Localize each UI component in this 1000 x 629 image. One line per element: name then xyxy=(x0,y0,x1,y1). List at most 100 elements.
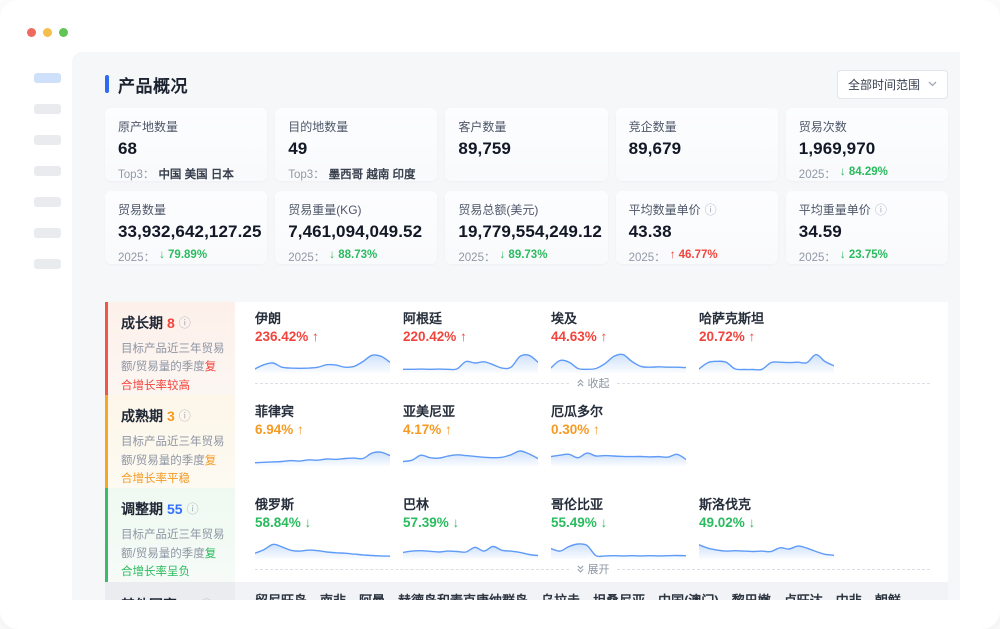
stage-description: 目标产品近三年贸易额/贸易量的季度复合增长率较高 xyxy=(121,343,225,392)
stat-card-label: 原产地数量 xyxy=(118,120,179,134)
yoy-value: ↓ 23.75% xyxy=(839,249,888,261)
stat-card-value: 43.38 xyxy=(628,222,672,241)
stat-card-value: 89,759 xyxy=(458,139,511,158)
sidebar-item[interactable] xyxy=(34,104,61,114)
country-growth-pct: 57.39% ↓ xyxy=(403,515,460,531)
stat-card-value: 19,779,554,249.12 xyxy=(458,222,602,241)
stat-card-value: 49 xyxy=(288,139,308,158)
lifecycle-row: 调整期 55 ⓘ 目标产品近三年贸易额/贸易量的季度复合增长率呈负 俄罗斯 58… xyxy=(105,488,948,582)
expand-icon xyxy=(576,565,584,574)
close-window-icon[interactable] xyxy=(27,28,36,37)
time-range-label: 全部时间范围 xyxy=(847,77,920,92)
country-name: 亚美尼亚 xyxy=(403,404,456,420)
yoy-year: 2025： xyxy=(798,252,836,264)
country-trend-card: 哥伦比亚 55.49% ↓ xyxy=(551,496,686,560)
country-name: 中非 xyxy=(836,591,862,600)
stage-content: 伊朗 236.42% ↑ 阿根廷 220.42% ↑ 埃及 44.63% ↑ xyxy=(235,302,948,396)
stage-name: 成熟期 xyxy=(121,408,163,425)
country-name: 乌拉圭 xyxy=(541,591,580,600)
country-grid: 俄罗斯 58.84% ↓ 巴林 57.39% ↓ 哥伦比亚 55.49% ↓ xyxy=(255,496,930,560)
country-name: 赫德岛和麦克唐纳群岛 xyxy=(398,591,528,600)
stat-card: 贸易重量(KG) 7,461,094,049.52 2025： ↓ 88.73% xyxy=(275,191,438,264)
stat-card: 平均重量单价 ⓘ 34.59 2025： ↓ 23.75% xyxy=(785,191,948,264)
stat-card-label: 贸易重量(KG) xyxy=(288,203,362,217)
info-icon[interactable]: ⓘ xyxy=(201,599,213,600)
other-countries-row: 其他国家 16 ⓘ 留尼旺岛 南非 阿曼 赫德岛和麦克唐纳群岛 乌拉圭 坦桑尼亚 中国(澳门… xyxy=(105,581,948,600)
trend-sparkline xyxy=(403,546,538,560)
country-trend-card: 阿根廷 220.42% ↑ xyxy=(403,310,538,373)
stage-description: 目标产品近三年贸易额/贸易量的季度复合增长率呈负 xyxy=(121,529,225,579)
country-trend-card: 斯洛伐克 49.02% ↓ xyxy=(699,496,834,560)
country-trend-card: 菲律宾 6.94% ↑ xyxy=(255,403,390,467)
collapse-toggle[interactable]: 收起 xyxy=(576,375,610,391)
stat-card-value: 89,679 xyxy=(628,139,682,158)
sidebar-item-active[interactable] xyxy=(34,73,61,83)
country-name: 阿曼 xyxy=(359,591,385,600)
info-icon[interactable]: ⓘ xyxy=(186,502,199,517)
stat-card-label: 平均数量单价 xyxy=(628,203,701,217)
stage-count: 16 xyxy=(181,597,197,600)
country-trend-card: 厄瓜多尔 0.30% ↑ xyxy=(551,403,686,467)
country-growth-pct: 4.17% ↑ xyxy=(403,422,452,438)
other-countries-list: 留尼旺岛 南非 阿曼 赫德岛和麦克唐纳群岛 乌拉圭 坦桑尼亚 中国(澳门) 黎巴嫩 卢旺达 中非 朝… xyxy=(255,591,930,600)
country-trend-card: 巴林 57.39% ↓ xyxy=(403,496,538,560)
stage-content: 菲律宾 6.94% ↑ 亚美尼亚 4.17% ↑ 厄瓜多尔 0.30% ↑ xyxy=(235,395,948,489)
country-trend-card: 埃及 44.63% ↑ xyxy=(551,310,686,373)
time-range-dropdown[interactable]: 全部时间范围 xyxy=(836,69,948,99)
lifecycle-stage-cell: 成熟期 3 ⓘ 目标产品近三年贸易额/贸易量的季度复合增长率平稳 xyxy=(105,395,235,489)
top3-prefix: Top3： xyxy=(118,169,155,181)
trend-sparkline xyxy=(255,543,390,560)
stat-card-top3: Top3： 中国 美国 日本 xyxy=(118,166,254,181)
stage-count: 55 xyxy=(167,501,183,518)
country-name: 中国(澳门) xyxy=(658,591,719,600)
country-name: 哥伦比亚 xyxy=(551,497,604,513)
info-icon[interactable]: ⓘ xyxy=(178,316,191,330)
trend-sparkline xyxy=(551,543,686,560)
trend-sparkline xyxy=(403,353,538,373)
stat-card-yoy: 2025： ↓ 23.75% xyxy=(799,249,935,264)
country-growth-pct: 220.42% ↑ xyxy=(403,329,467,344)
minimize-window-icon[interactable] xyxy=(43,28,52,37)
country-growth-pct: 49.02% ↓ xyxy=(699,515,756,531)
info-icon[interactable]: ⓘ xyxy=(874,202,887,217)
stat-card: 贸易总额(美元) 19,779,554,249.12 2025： ↓ 89.73% xyxy=(445,191,608,264)
country-name: 厄瓜多尔 xyxy=(551,404,604,420)
country-growth-pct: 55.49% ↓ xyxy=(551,515,608,531)
yoy-year: 2025： xyxy=(628,252,666,264)
country-name: 俄罗斯 xyxy=(255,497,295,513)
stat-card-value: 68 xyxy=(118,139,138,158)
country-name: 朝鲜 xyxy=(875,591,901,600)
sidebar-item[interactable] xyxy=(34,166,61,176)
country-name: 南非 xyxy=(320,591,346,600)
sidebar-item[interactable] xyxy=(34,135,61,145)
sidebar-item[interactable] xyxy=(34,259,61,269)
sidebar-item[interactable] xyxy=(34,228,61,238)
country-growth-pct: 236.42% ↑ xyxy=(255,329,319,344)
trend-sparkline xyxy=(255,354,390,373)
panel-header: 产品概况 全部时间范围 xyxy=(105,69,948,99)
stat-card-value: 7,461,094,049.52 xyxy=(288,222,423,241)
stat-card-top3: Top3： 墨西哥 越南 印度 xyxy=(288,166,424,181)
country-name: 卢旺达 xyxy=(784,591,823,600)
info-icon[interactable]: ⓘ xyxy=(704,202,717,217)
trend-sparkline xyxy=(255,451,390,467)
stat-card-value: 33,932,642,127.25 xyxy=(118,222,262,241)
other-countries-cell: 其他国家 16 ⓘ xyxy=(105,581,235,600)
stage-description-highlight: 复合增长率较高 xyxy=(121,361,217,392)
top3-value: 中国 美国 日本 xyxy=(158,169,234,181)
country-trend-card: 俄罗斯 58.84% ↓ xyxy=(255,496,390,560)
stage-name: 其他国家 xyxy=(121,595,177,600)
country-growth-pct: 20.72% ↑ xyxy=(699,329,756,344)
maximize-window-icon[interactable] xyxy=(59,28,68,37)
expand-toggle[interactable]: 展开 xyxy=(576,561,610,577)
country-name: 黎巴嫩 xyxy=(732,591,771,600)
stat-card-label: 平均重量单价 xyxy=(798,203,871,217)
yoy-year: 2025： xyxy=(288,252,326,264)
sidebar-item[interactable] xyxy=(34,197,61,207)
info-icon[interactable]: ⓘ xyxy=(178,409,191,424)
country-name: 埃及 xyxy=(551,311,578,326)
trend-sparkline xyxy=(403,450,538,467)
yoy-year: 2025： xyxy=(118,252,156,264)
yoy-value: ↓ 84.29% xyxy=(839,166,888,178)
